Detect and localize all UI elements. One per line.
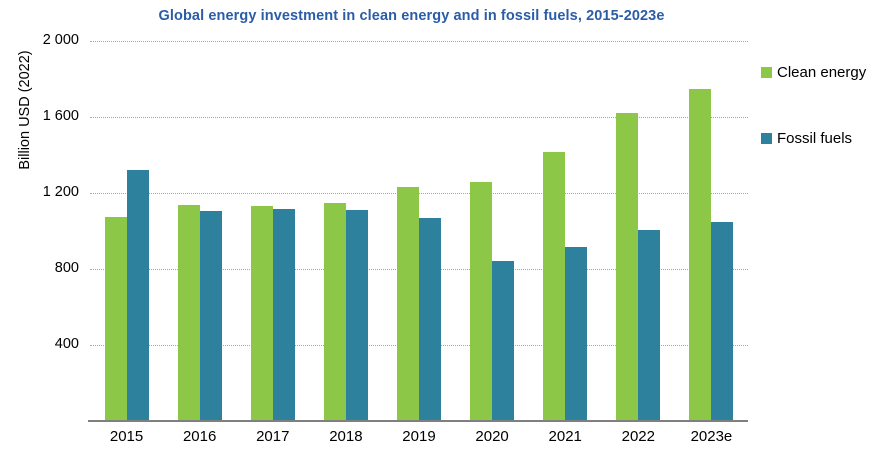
x-axis-line [88, 420, 748, 422]
x-axis-label-2023e: 2023e [690, 428, 733, 445]
bar-group-2016 [163, 205, 236, 421]
y-tick-label-2000: 2 000 [42, 32, 79, 48]
bar-fossil-fuels-2019 [418, 217, 441, 421]
bar-clean-energy-2023e [689, 88, 712, 421]
bar-clean-energy-2018 [323, 203, 346, 421]
x-axis-label-2021: 2021 [548, 428, 582, 445]
bar-fossil-fuels-2018 [345, 210, 368, 421]
y-tick-label-1600: 1 600 [42, 108, 79, 124]
bar-clean-energy-2015 [104, 216, 127, 421]
bar-group-2018 [309, 203, 382, 421]
gridline-1600 [90, 117, 748, 118]
bar-clean-energy-2019 [396, 187, 419, 421]
bar-group-2021 [529, 152, 602, 421]
bar-fossil-fuels-2016 [199, 211, 222, 421]
bar-fossil-fuels-2021 [565, 247, 588, 421]
x-axis-label-2016: 2016 [182, 428, 217, 445]
gridline-2000 [90, 41, 748, 42]
x-axis-label-2018: 2018 [329, 428, 363, 445]
bar-group-2019 [382, 187, 455, 421]
legend-label-fossil-fuels: Fossil fuels [777, 130, 853, 147]
x-axis-label-2017: 2017 [256, 428, 290, 445]
bar-fossil-fuels-2017 [272, 209, 295, 421]
bar-group-2023e [675, 88, 748, 421]
bar-clean-energy-2016 [177, 205, 200, 421]
bar-fossil-fuels-2023e [711, 221, 734, 421]
bar-group-2015 [90, 170, 163, 421]
bar-clean-energy-2022 [616, 113, 639, 421]
bar-fossil-fuels-2022 [638, 230, 661, 421]
x-axis-label-2015: 2015 [109, 428, 144, 445]
bar-fossil-fuels-2015 [126, 170, 149, 421]
bar-clean-energy-2017 [250, 206, 273, 421]
legend-label-clean-energy: Clean energy [777, 64, 867, 81]
bar-group-2017 [236, 206, 309, 421]
x-axis-label-2020: 2020 [475, 428, 509, 445]
fossil-fuels-legend-swatch-icon [761, 133, 772, 144]
plot-area [90, 41, 748, 421]
legend-item-fossil-fuels: Fossil fuels [761, 130, 852, 147]
chart-title: Global energy investment in clean energy… [158, 8, 665, 24]
gridline-1200 [90, 193, 748, 194]
clean-energy-legend-swatch-icon [761, 67, 772, 78]
legend-item-clean-energy: Clean energy [761, 64, 866, 81]
x-axis-label-2019: 2019 [402, 428, 436, 445]
y-tick-label-1200: 1 200 [42, 184, 79, 200]
bar-clean-energy-2021 [543, 152, 566, 421]
bar-group-2020 [456, 181, 529, 421]
bar-fossil-fuels-2020 [492, 261, 515, 421]
y-tick-label-800: 800 [54, 260, 79, 276]
x-axis-label-2022: 2022 [621, 428, 655, 445]
y-tick-label-400: 400 [54, 336, 79, 352]
bar-clean-energy-2020 [470, 181, 493, 421]
bar-group-2022 [602, 113, 675, 421]
